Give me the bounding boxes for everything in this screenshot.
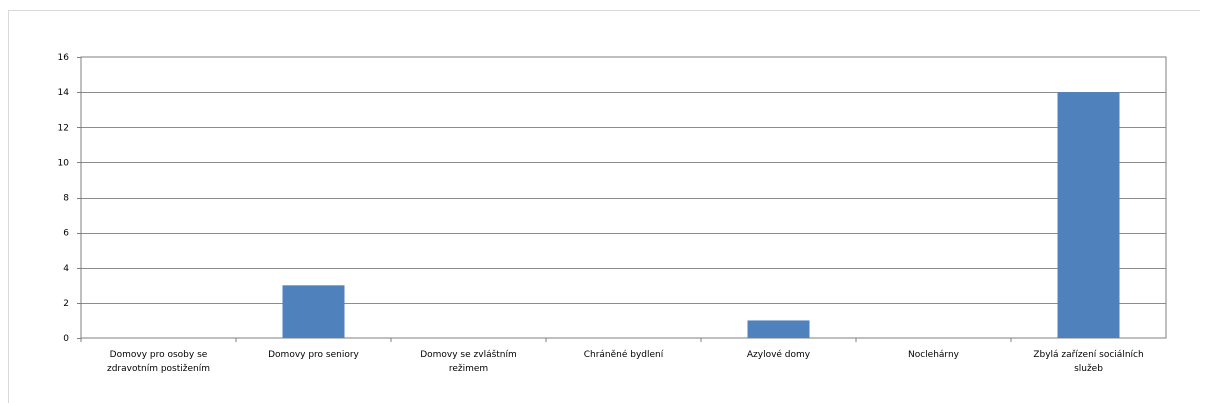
y-tick-label: 10: [58, 158, 70, 168]
x-category-label: Chráněné bydlení: [584, 349, 664, 360]
y-tick-label: 8: [63, 194, 69, 204]
bar: [1057, 92, 1120, 338]
y-tick-label: 16: [58, 53, 70, 63]
plot-area-border: [80, 56, 1167, 339]
x-category-label: Zbylá zařízení sociálních služeb: [1033, 350, 1143, 374]
y-tick-label: 2: [63, 299, 69, 309]
bar: [747, 320, 810, 338]
gridlines: [81, 92, 1166, 304]
bars: [282, 92, 1120, 338]
x-axis-labels: Domovy pro osoby se zdravotním postižením…: [80, 338, 1144, 374]
y-tick-label: 12: [58, 123, 69, 133]
x-category-label: Noclehárny: [908, 350, 960, 360]
y-tick-label: 6: [63, 229, 69, 239]
chart-frame: [8, 10, 1200, 403]
y-tick-label: 14: [58, 88, 70, 98]
y-tick-label: 4: [63, 264, 69, 274]
y-axis-ticks: 0 2 4 6 8 10 12 14 16: [58, 53, 81, 344]
x-category-label: Domovy se zvláštním režimem: [420, 349, 517, 374]
bar: [282, 285, 345, 338]
x-category-label: Domovy pro osoby se zdravotním postižením: [107, 350, 210, 374]
y-tick-label: 0: [63, 334, 69, 344]
x-category-label: Azylové domy: [747, 349, 811, 360]
x-category-label: Domovy pro seniory: [268, 350, 359, 360]
